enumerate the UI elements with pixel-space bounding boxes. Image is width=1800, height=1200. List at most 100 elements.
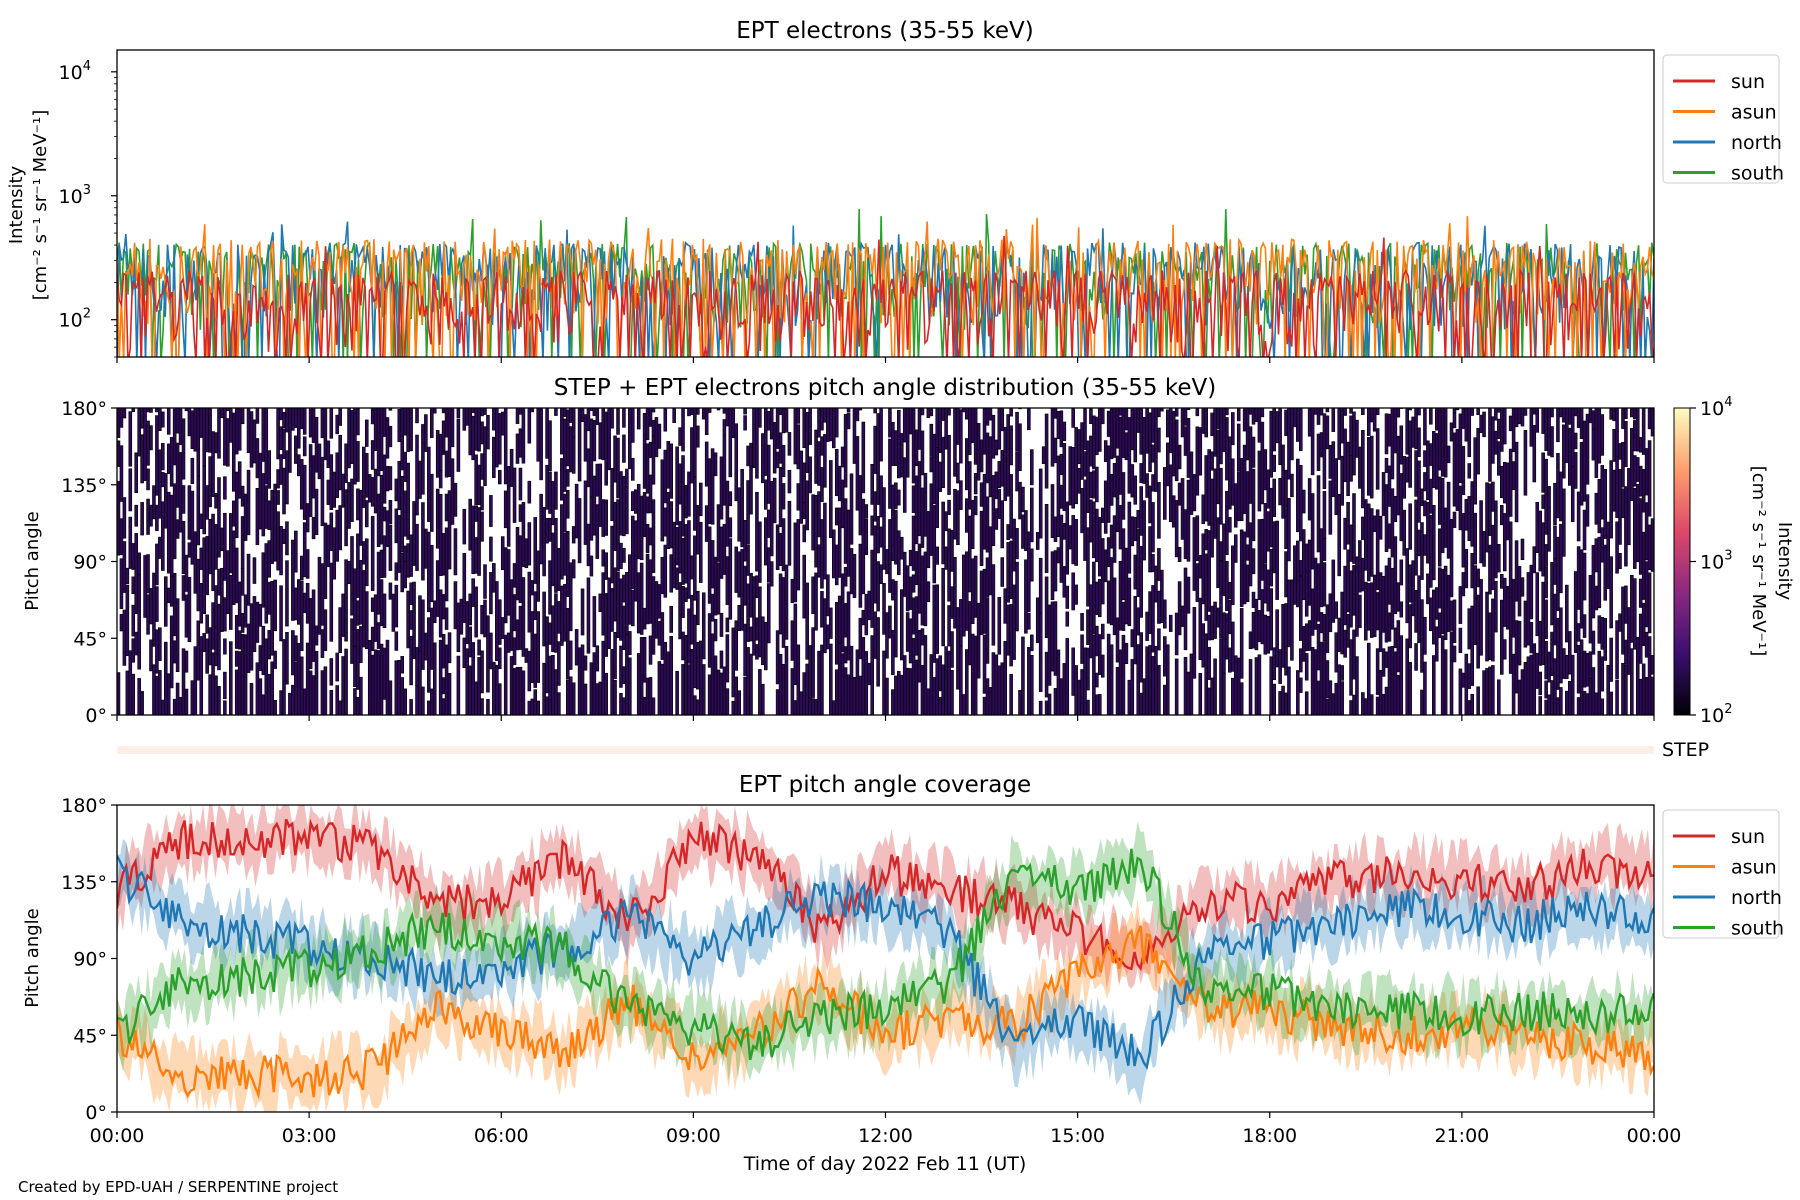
pad-cell <box>308 670 313 715</box>
pad-cell <box>184 554 189 592</box>
pad-cell <box>1479 414 1483 434</box>
pad-cell <box>769 480 774 557</box>
pad-cell <box>734 620 739 671</box>
pad-cell <box>1647 408 1652 430</box>
pad-cell <box>755 408 759 479</box>
pad-cell <box>223 671 227 700</box>
pad-cell <box>1591 630 1596 655</box>
pad-cell <box>846 674 851 715</box>
pad-cell <box>660 557 665 595</box>
pad-cell <box>231 530 236 605</box>
pad-cell <box>619 645 623 688</box>
pad-cell <box>1136 408 1140 433</box>
pad-cell <box>1573 452 1578 489</box>
pad-cell <box>1177 444 1182 470</box>
pad-cell <box>415 685 419 715</box>
pad-cell <box>846 509 851 577</box>
pad-cell <box>518 467 523 501</box>
pad-cell <box>400 677 405 715</box>
pad-cell <box>563 584 567 642</box>
pad-cell <box>1579 549 1584 629</box>
pad-cell <box>1458 627 1463 653</box>
pad-cell <box>1414 450 1418 497</box>
pad-cell <box>1638 613 1643 664</box>
pad-cell <box>403 561 407 589</box>
pad-cell <box>846 408 851 413</box>
pad-cell <box>208 674 212 715</box>
pad-cell <box>1644 448 1649 496</box>
pad-cell <box>758 586 762 658</box>
pad-cell <box>719 456 724 520</box>
pad-cell <box>642 636 647 683</box>
pad-cell <box>1390 488 1395 558</box>
pad-cell <box>314 651 319 715</box>
pad-cell <box>1520 408 1525 427</box>
pad-cell <box>811 494 815 551</box>
pad-cell <box>616 408 620 435</box>
pad-cell <box>1009 673 1013 715</box>
pad-cell <box>530 698 535 715</box>
pad-cell <box>1231 458 1235 506</box>
pad-cell <box>161 501 165 571</box>
pad-cell <box>187 542 192 558</box>
pad-cell <box>261 694 266 715</box>
pad-cell <box>1579 441 1584 506</box>
pad-cell <box>359 676 363 715</box>
pad-cell <box>273 650 277 669</box>
pad-cell <box>1458 586 1463 624</box>
pad-cell <box>311 408 316 443</box>
pad-cell <box>1189 451 1194 515</box>
pad-cell <box>1544 680 1548 699</box>
pad-cell <box>1390 567 1395 630</box>
pad-cell <box>1157 427 1161 453</box>
pad-cell <box>923 472 928 492</box>
pad-cell <box>1520 669 1525 715</box>
pad-cell <box>982 568 987 634</box>
pad-cell <box>897 489 901 506</box>
pad-cell <box>1361 408 1365 415</box>
pad-cell <box>601 572 606 636</box>
pad-cell <box>515 433 520 464</box>
pad-cell <box>406 408 410 452</box>
pad-cell <box>1366 642 1371 715</box>
pad-cell <box>146 468 150 491</box>
pad-cell <box>1284 469 1288 549</box>
pad-cell <box>158 449 162 519</box>
pad-cell <box>1299 560 1303 577</box>
pad-cell <box>778 408 783 415</box>
pad-cell <box>1222 673 1226 715</box>
pad-cell <box>1124 642 1129 664</box>
legend-label-asun: asun <box>1731 857 1777 879</box>
pad-cell <box>1328 444 1333 479</box>
coverage-band-south <box>117 821 1654 1082</box>
pad-cell <box>400 475 405 553</box>
pad-cell <box>873 491 877 522</box>
pad-cell <box>613 435 617 483</box>
pad-cell <box>1044 413 1049 489</box>
pad-cell <box>920 628 925 646</box>
pad-cell <box>1260 518 1265 581</box>
pad-cell <box>663 507 668 537</box>
colorbar-tick-label: 104 <box>1700 395 1732 420</box>
pad-cell <box>1523 661 1528 715</box>
pad-cell <box>805 663 809 715</box>
pad-cell <box>332 527 337 580</box>
coverage-line-asun <box>117 925 1654 1100</box>
pad-cell <box>1325 604 1330 653</box>
pad-cell <box>1544 566 1548 599</box>
intensity-line-north <box>117 221 1654 357</box>
pad-cell <box>385 510 390 547</box>
pad-cell <box>917 630 922 683</box>
pad-cell <box>184 650 189 673</box>
pad-cell <box>1316 563 1321 622</box>
pad-cell <box>1491 416 1495 464</box>
pad-cell <box>1384 686 1389 715</box>
pad-cell <box>1053 408 1058 419</box>
pad-cell <box>959 409 963 464</box>
pad-cell <box>1381 472 1386 516</box>
pad-cell <box>237 461 242 499</box>
pad-cell <box>255 438 260 479</box>
pad-cell <box>152 664 156 715</box>
pad-cell <box>752 576 756 656</box>
pad-cell <box>1523 408 1528 416</box>
